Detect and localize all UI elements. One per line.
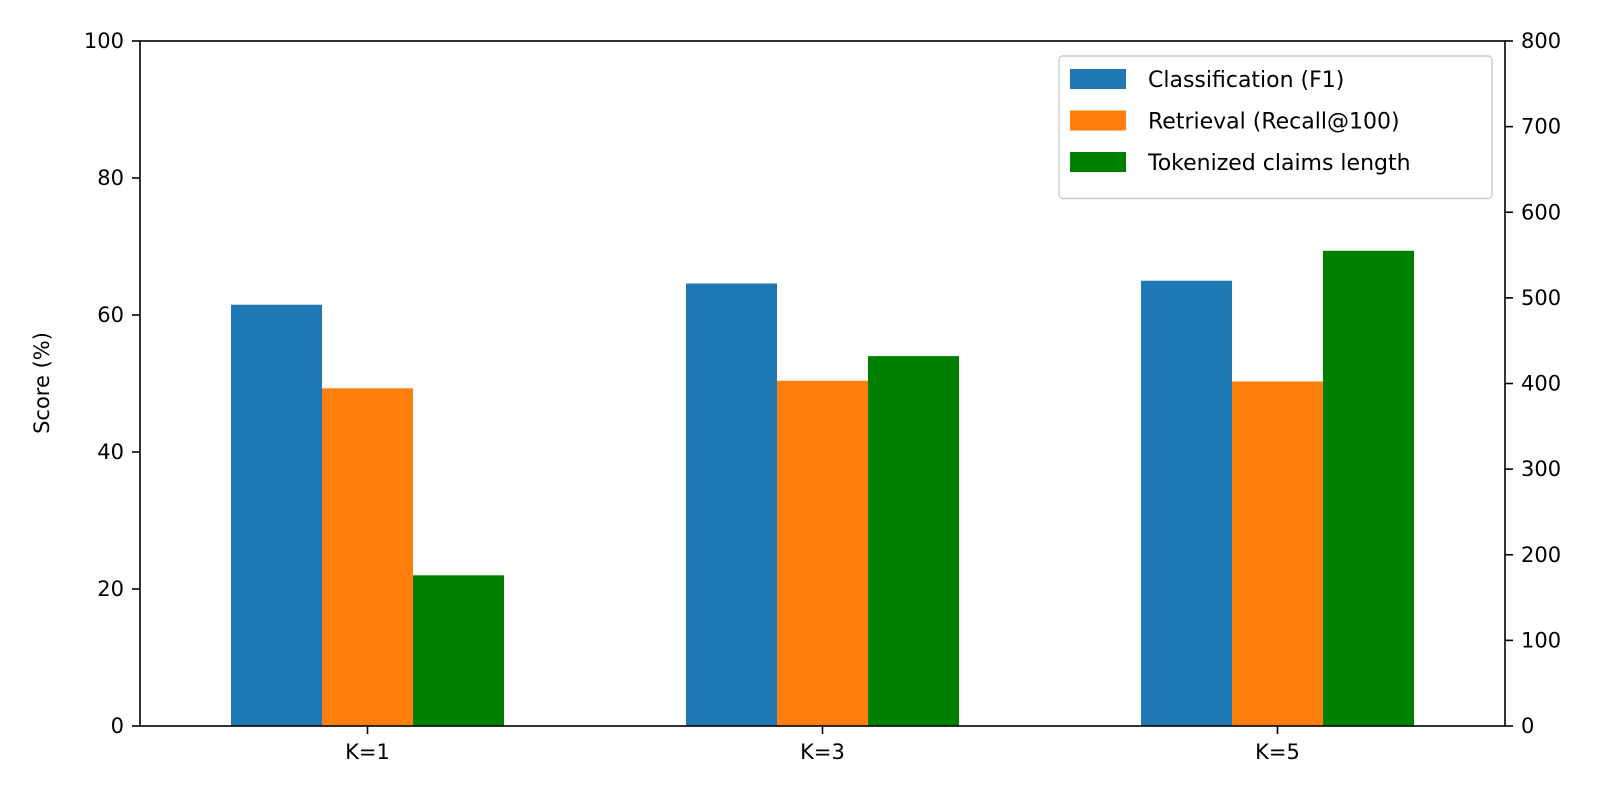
legend-label-tokenized-claims-length: Tokenized claims length [1147, 151, 1411, 176]
y-axis-label: Score (%) [30, 332, 54, 434]
legend-swatch-classification-f1 [1070, 69, 1126, 89]
y2-tick-label-8: 800 [1521, 29, 1561, 53]
bar-classification-f1-k-5 [1141, 281, 1232, 726]
y2-tick-label-0: 0 [1521, 714, 1534, 738]
y2-tick-label-7: 700 [1521, 115, 1561, 139]
y2-tick-label-1: 100 [1521, 628, 1561, 652]
bar-tokenized-claims-length-k-5 [1323, 251, 1414, 726]
y-tick-label-0: 0 [111, 714, 124, 738]
legend-swatch-retrieval-recall-100 [1070, 111, 1126, 131]
bar-classification-f1-k-3 [686, 283, 777, 726]
x-axis-ticks: K=1 K=3 K=5 [345, 726, 1300, 764]
bar-tokenized-claims-length-k-1 [413, 575, 504, 726]
y-tick-label-2: 40 [97, 440, 124, 464]
bar-retrieval-recall-100-k-5 [1232, 381, 1323, 726]
x-tick-label-0: K=1 [345, 740, 390, 764]
y-tick-label-3: 60 [97, 303, 124, 327]
legend-label-retrieval-recall-100: Retrieval (Recall@100) [1148, 110, 1400, 135]
y2-tick-label-3: 300 [1521, 457, 1561, 481]
y-tick-label-4: 80 [97, 166, 124, 190]
legend: Classification (F1) Retrieval (Recall@100… [1059, 56, 1492, 199]
bars-layer [231, 251, 1414, 726]
bar-retrieval-recall-100-k-3 [777, 381, 868, 726]
left-axis-ticks: 0 20 40 60 80 100 [84, 29, 140, 738]
bar-classification-f1-k-1 [231, 305, 322, 726]
legend-swatch-tokenized-claims-length [1070, 152, 1126, 172]
y-tick-label-5: 100 [84, 29, 124, 53]
x-tick-label-2: K=5 [1255, 740, 1300, 764]
y2-tick-label-5: 500 [1521, 286, 1561, 310]
y2-tick-label-2: 200 [1521, 543, 1561, 567]
bar-tokenized-claims-length-k-3 [868, 356, 959, 726]
y2-tick-label-6: 600 [1521, 200, 1561, 224]
bar-retrieval-recall-100-k-1 [322, 388, 413, 726]
y-tick-label-1: 20 [97, 577, 124, 601]
legend-label-classification-f1: Classification (F1) [1148, 68, 1344, 93]
right-axis-ticks: 0 100 200 300 400 500 600 700 800 [1505, 29, 1561, 738]
x-tick-label-1: K=3 [800, 740, 845, 764]
y2-tick-label-4: 400 [1521, 372, 1561, 396]
